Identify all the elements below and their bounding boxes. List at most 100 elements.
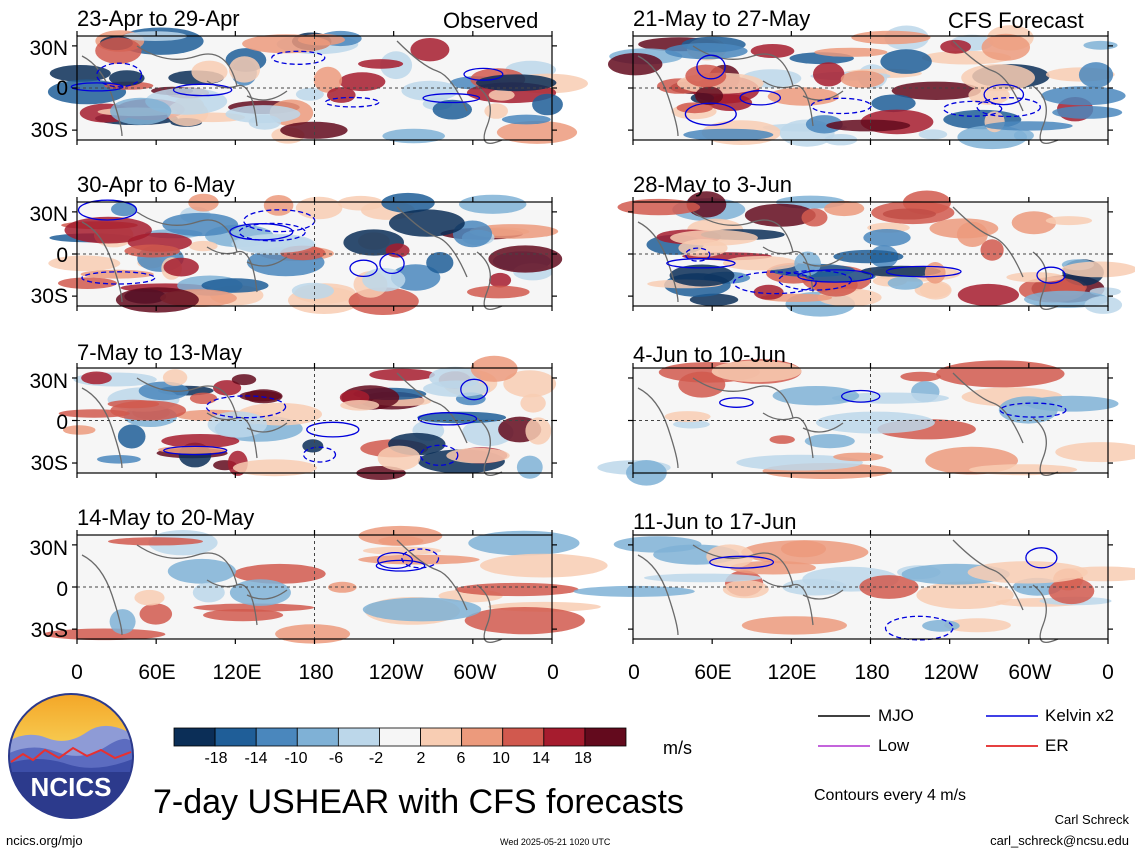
colorbar-label: -6 <box>328 750 344 767</box>
coastline <box>802 256 844 267</box>
kelvin-contour <box>943 100 1003 117</box>
kelvin-contour <box>733 271 817 295</box>
shear-anomaly-patch <box>162 369 188 386</box>
shear-anomaly-patch <box>695 86 724 106</box>
y-tick-30n: 30N <box>29 37 68 60</box>
shear-anomaly-patch <box>109 609 136 635</box>
shear-anomaly-patch <box>940 39 971 54</box>
legend-label-mjo: MJO <box>878 706 914 725</box>
kelvin-contour <box>422 93 481 104</box>
coastline <box>1032 417 1059 476</box>
shear-anomaly-patch <box>736 454 863 471</box>
shear-anomaly-patch <box>851 30 931 45</box>
shear-anomaly-patch <box>231 374 257 386</box>
shear-anomaly-patch <box>871 94 916 113</box>
coastline <box>476 584 503 643</box>
coastline <box>692 211 794 253</box>
shear-anomaly-patch <box>426 252 454 274</box>
shear-anomaly-patch <box>664 411 711 423</box>
shear-anomaly-patch <box>871 201 955 225</box>
coastline <box>1032 584 1059 643</box>
x-tick-60e: 60E <box>138 661 176 684</box>
shear-anomaly-patch <box>711 360 802 383</box>
kelvin-contour <box>271 50 326 65</box>
shear-anomaly-patch <box>804 271 876 282</box>
shear-anomaly-patch <box>1078 62 1114 88</box>
shear-anomaly-patch <box>167 558 236 584</box>
shear-anomaly-patch <box>772 386 860 406</box>
site-link[interactable]: ncics.org/mjo <box>6 833 83 848</box>
shear-anomaly-patch <box>188 193 219 212</box>
kelvin-contour <box>460 378 489 401</box>
coastline <box>952 539 1024 611</box>
shear-anomaly-patch <box>1048 577 1095 605</box>
coastline <box>81 55 123 137</box>
shear-anomaly-patch <box>385 243 410 258</box>
shear-anomaly-patch <box>488 89 515 101</box>
colorbar-label: 6 <box>456 750 466 767</box>
kelvin-contour <box>666 258 736 269</box>
coastline <box>802 90 844 101</box>
shear-anomaly-patch <box>686 191 727 218</box>
shear-anomaly-patch <box>516 455 543 479</box>
shear-anomaly-patch <box>97 455 141 464</box>
shear-anomaly-patch <box>446 447 510 464</box>
shear-anomaly-patch <box>263 195 294 216</box>
coastline <box>762 80 814 127</box>
x-tick-120e: 120E <box>767 661 817 684</box>
shear-anomaly-patch <box>43 628 166 641</box>
shear-anomaly-patch <box>248 114 281 130</box>
panel-title-6: 4-Jun to 10-Jun <box>633 342 786 367</box>
shear-anomaly-patch <box>813 62 845 87</box>
y-tick-30s: 30S <box>30 452 68 475</box>
shear-anomaly-patch <box>501 114 551 125</box>
shear-anomaly-patch <box>340 400 380 411</box>
colorbar-swatch <box>543 727 586 747</box>
panel-title-4: 28-May to 3-Jun <box>633 172 792 197</box>
kelvin-contour <box>684 247 711 262</box>
shear-anomaly-patch <box>225 105 301 124</box>
shear-anomaly-patch <box>339 72 386 92</box>
shear-anomaly-patch <box>192 582 225 603</box>
shear-anomaly-patch <box>744 203 816 227</box>
shear-anomaly-patch <box>1061 261 1135 278</box>
contour-note: Contours every 4 m/s <box>814 787 967 804</box>
shear-anomaly-patch <box>573 585 695 597</box>
kelvin-contour <box>70 82 124 92</box>
kelvin-contour <box>172 83 233 97</box>
coastline <box>246 90 288 101</box>
kelvin-contour <box>797 269 874 283</box>
kelvin-contour <box>401 548 440 569</box>
shear-anomaly-patch <box>936 360 1065 388</box>
shear-anomaly-patch <box>891 81 981 101</box>
kelvin-contour <box>976 97 1041 118</box>
shear-anomaly-patch <box>957 125 1027 150</box>
shear-anomaly-patch <box>1011 211 1057 235</box>
shear-anomaly-patch <box>1006 272 1064 283</box>
colorbar-label: 14 <box>532 750 550 767</box>
shear-anomaly-patch <box>275 624 351 644</box>
shear-anomaly-patch <box>313 66 343 93</box>
shear-anomaly-patch <box>673 420 710 429</box>
coastline <box>136 45 238 87</box>
shear-anomaly-patch <box>134 589 165 606</box>
shear-anomaly-patch <box>203 609 284 622</box>
kelvin-contour <box>884 615 954 641</box>
shear-anomaly-patch <box>1055 442 1135 463</box>
coastline <box>952 40 1024 112</box>
shear-anomaly-patch <box>231 235 315 254</box>
colorbar-swatch <box>502 727 545 747</box>
shear-anomaly-patch <box>464 607 585 635</box>
shear-anomaly-patch <box>814 47 888 57</box>
shear-anomaly-patch <box>107 399 160 409</box>
shear-anomaly-patch <box>769 435 795 444</box>
coastline <box>476 85 503 144</box>
shear-anomaly-patch <box>1083 40 1118 50</box>
shear-anomaly-patch <box>476 74 557 92</box>
shear-anomaly-patch <box>608 52 663 76</box>
shear-anomaly-patch <box>984 121 1073 131</box>
logo-text: NCICS <box>31 772 112 802</box>
shear-anomaly-patch <box>410 38 450 62</box>
kelvin-contour <box>983 83 1025 106</box>
